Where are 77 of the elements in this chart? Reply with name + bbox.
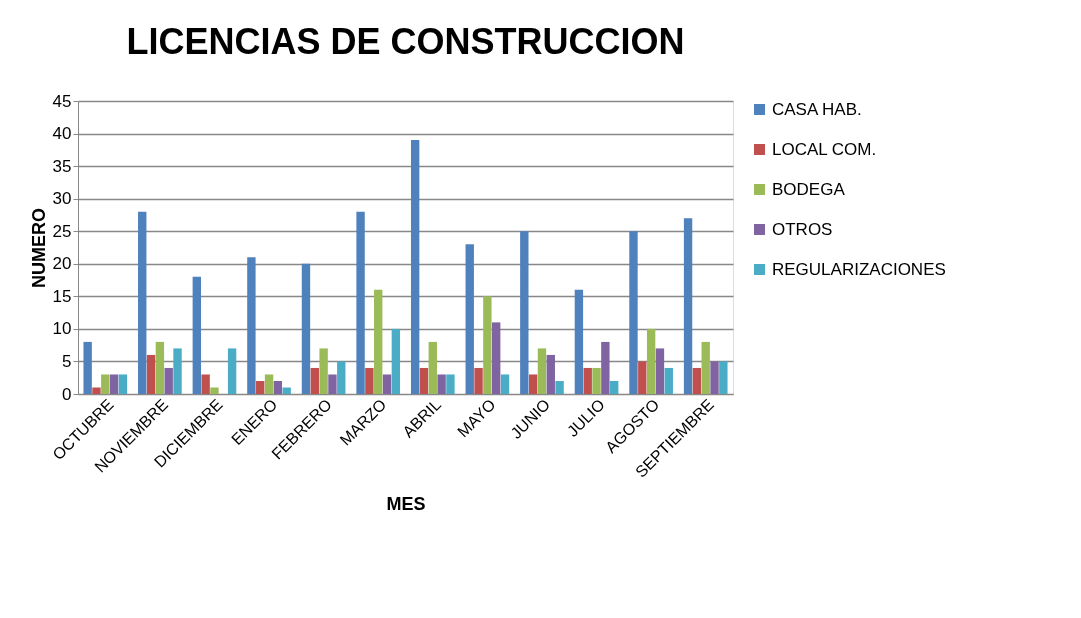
bar bbox=[155, 341, 165, 394]
bar bbox=[328, 374, 337, 394]
y-tick-label: 15 bbox=[52, 286, 72, 306]
bar bbox=[365, 367, 374, 394]
bar bbox=[210, 387, 219, 394]
bar bbox=[264, 374, 274, 394]
bar bbox=[374, 289, 383, 394]
legend-label: REGULARIZACIONES bbox=[772, 259, 946, 279]
bar bbox=[428, 341, 437, 394]
bar bbox=[201, 374, 210, 394]
y-tick-label: 45 bbox=[52, 91, 72, 111]
bar bbox=[83, 341, 92, 394]
bar bbox=[465, 244, 474, 394]
bar bbox=[118, 374, 128, 394]
bar bbox=[701, 341, 710, 394]
bar bbox=[273, 380, 283, 394]
bar bbox=[609, 380, 619, 394]
bar bbox=[492, 322, 501, 394]
bar bbox=[101, 374, 110, 394]
y-tick-label: 10 bbox=[52, 319, 72, 339]
bar bbox=[683, 218, 693, 394]
bar bbox=[109, 374, 119, 394]
bar bbox=[646, 328, 656, 394]
bar bbox=[410, 140, 420, 394]
bar bbox=[146, 354, 156, 394]
bar bbox=[92, 387, 101, 394]
bar bbox=[664, 367, 673, 394]
bar bbox=[601, 341, 610, 394]
bar bbox=[247, 257, 256, 394]
y-tick-label: 40 bbox=[52, 124, 72, 144]
bar bbox=[537, 348, 547, 394]
chart-title: LICENCIAS DE CONSTRUCCION bbox=[126, 21, 685, 62]
bar bbox=[583, 367, 592, 394]
bar bbox=[710, 361, 719, 394]
bar bbox=[419, 367, 429, 394]
y-tick-label: 25 bbox=[52, 221, 72, 241]
bar bbox=[692, 367, 702, 394]
y-tick-label: 35 bbox=[52, 156, 72, 176]
bar bbox=[474, 367, 483, 394]
bar bbox=[446, 374, 455, 394]
bar bbox=[574, 289, 584, 394]
bar bbox=[546, 354, 555, 394]
y-tick-label: 0 bbox=[62, 384, 72, 404]
bar bbox=[319, 348, 328, 394]
bar bbox=[356, 211, 365, 394]
bar bbox=[391, 328, 401, 394]
legend-label: OTROS bbox=[772, 219, 833, 239]
bar bbox=[282, 387, 291, 394]
bar bbox=[437, 374, 446, 394]
bar bbox=[382, 374, 392, 394]
legend-label: CASA HAB. bbox=[772, 99, 862, 119]
legend-label: BODEGA bbox=[772, 179, 846, 199]
bar bbox=[555, 380, 564, 394]
y-tick-label: 5 bbox=[62, 351, 72, 371]
y-tick-label: 20 bbox=[52, 254, 72, 274]
bar bbox=[500, 374, 510, 394]
bar bbox=[173, 348, 182, 394]
bar bbox=[337, 361, 346, 394]
bar bbox=[483, 296, 492, 394]
bar bbox=[638, 361, 647, 394]
bar bbox=[719, 361, 728, 394]
bar bbox=[227, 348, 237, 394]
bar bbox=[592, 367, 601, 394]
bar bbox=[164, 367, 173, 394]
y-tick-label: 30 bbox=[52, 189, 72, 209]
x-axis-title: MES bbox=[386, 493, 426, 514]
legend-label: LOCAL COM. bbox=[772, 139, 877, 159]
bar bbox=[192, 276, 202, 394]
bar bbox=[528, 374, 538, 394]
bar bbox=[256, 380, 265, 394]
y-axis-title: NUMERO bbox=[28, 208, 49, 288]
bar bbox=[520, 231, 529, 394]
bar bbox=[138, 211, 147, 394]
bar bbox=[301, 263, 311, 394]
bar bbox=[655, 348, 665, 394]
bar bbox=[310, 367, 319, 394]
bar bbox=[629, 231, 638, 394]
